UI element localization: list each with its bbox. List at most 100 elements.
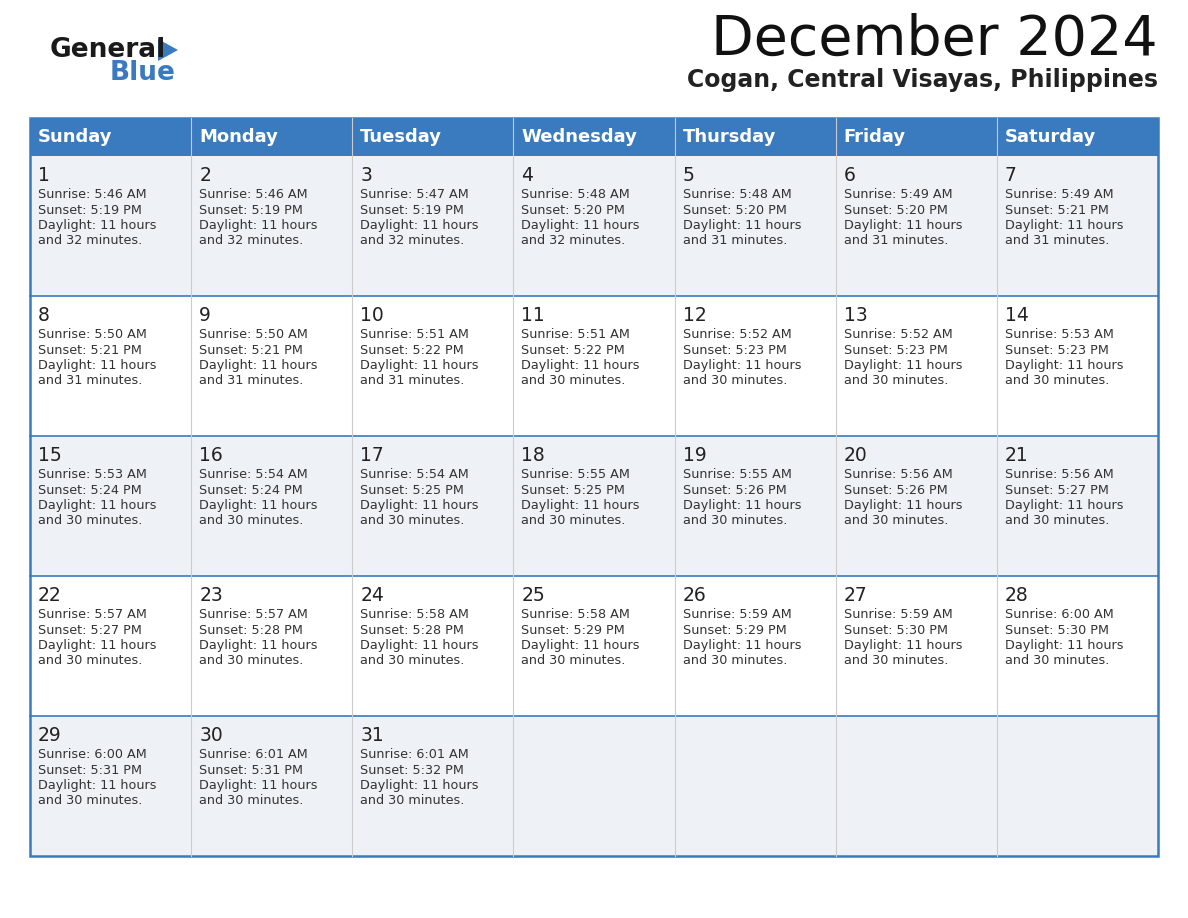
Text: Daylight: 11 hours: Daylight: 11 hours [38,219,157,232]
Text: and 30 minutes.: and 30 minutes. [683,514,786,528]
Text: Tuesday: Tuesday [360,128,442,146]
Text: Sunrise: 5:55 AM: Sunrise: 5:55 AM [522,468,631,481]
Bar [835,576,997,716]
Text: 31: 31 [360,726,384,745]
Text: 22: 22 [38,586,62,605]
Bar [835,118,997,156]
Text: 17: 17 [360,446,384,465]
Text: Daylight: 11 hours: Daylight: 11 hours [200,639,317,652]
Text: and 30 minutes.: and 30 minutes. [843,375,948,387]
Text: Daylight: 11 hours: Daylight: 11 hours [200,779,317,792]
Text: and 30 minutes.: and 30 minutes. [360,655,465,667]
Bar [835,436,997,576]
Text: Friday: Friday [843,128,905,146]
Bar [191,296,353,436]
Text: and 31 minutes.: and 31 minutes. [360,375,465,387]
Text: and 30 minutes.: and 30 minutes. [522,655,626,667]
Text: Sunset: 5:23 PM: Sunset: 5:23 PM [1005,343,1108,356]
Text: Sunrise: 6:01 AM: Sunrise: 6:01 AM [200,748,308,761]
Text: Sunset: 5:26 PM: Sunset: 5:26 PM [683,484,786,497]
Text: and 30 minutes.: and 30 minutes. [683,655,786,667]
Text: 11: 11 [522,306,545,325]
Bar [513,156,675,296]
Text: Sunday: Sunday [38,128,113,146]
Text: and 30 minutes.: and 30 minutes. [200,514,303,528]
Bar [191,156,353,296]
Text: and 32 minutes.: and 32 minutes. [38,234,143,248]
Text: and 30 minutes.: and 30 minutes. [200,655,303,667]
Bar [513,118,675,156]
Text: Sunset: 5:28 PM: Sunset: 5:28 PM [360,623,465,636]
Text: and 30 minutes.: and 30 minutes. [1005,375,1110,387]
Text: Daylight: 11 hours: Daylight: 11 hours [38,359,157,372]
Text: Wednesday: Wednesday [522,128,637,146]
Text: 27: 27 [843,586,867,605]
Text: Sunrise: 5:52 AM: Sunrise: 5:52 AM [683,328,791,341]
Text: 2: 2 [200,166,211,185]
Text: Sunrise: 5:56 AM: Sunrise: 5:56 AM [1005,468,1113,481]
Text: Sunset: 5:21 PM: Sunset: 5:21 PM [200,343,303,356]
Bar [30,156,191,296]
Text: Sunset: 5:24 PM: Sunset: 5:24 PM [38,484,141,497]
Text: Daylight: 11 hours: Daylight: 11 hours [522,359,640,372]
Text: 21: 21 [1005,446,1029,465]
Text: Daylight: 11 hours: Daylight: 11 hours [1005,499,1124,512]
Text: Sunset: 5:20 PM: Sunset: 5:20 PM [843,204,948,217]
Text: Sunrise: 5:58 AM: Sunrise: 5:58 AM [522,608,631,621]
Text: 13: 13 [843,306,867,325]
Text: Monday: Monday [200,128,278,146]
Bar [997,296,1158,436]
Text: Sunset: 5:21 PM: Sunset: 5:21 PM [1005,204,1108,217]
Text: 8: 8 [38,306,50,325]
Text: and 30 minutes.: and 30 minutes. [843,514,948,528]
Text: Sunset: 5:25 PM: Sunset: 5:25 PM [360,484,465,497]
Bar [997,118,1158,156]
Text: 24: 24 [360,586,384,605]
Text: Daylight: 11 hours: Daylight: 11 hours [360,639,479,652]
Bar [353,436,513,576]
Text: 3: 3 [360,166,372,185]
Text: Sunset: 5:31 PM: Sunset: 5:31 PM [38,764,143,777]
Text: and 30 minutes.: and 30 minutes. [38,514,143,528]
Text: Sunset: 5:20 PM: Sunset: 5:20 PM [522,204,625,217]
Text: Sunset: 5:20 PM: Sunset: 5:20 PM [683,204,786,217]
Text: Sunset: 5:32 PM: Sunset: 5:32 PM [360,764,465,777]
Text: Cogan, Central Visayas, Philippines: Cogan, Central Visayas, Philippines [687,68,1158,92]
Text: Sunrise: 5:59 AM: Sunrise: 5:59 AM [843,608,953,621]
Text: Sunset: 5:19 PM: Sunset: 5:19 PM [38,204,141,217]
Text: Daylight: 11 hours: Daylight: 11 hours [360,359,479,372]
Bar [835,156,997,296]
Text: Sunset: 5:27 PM: Sunset: 5:27 PM [1005,484,1108,497]
Text: Daylight: 11 hours: Daylight: 11 hours [522,639,640,652]
Text: Sunset: 5:24 PM: Sunset: 5:24 PM [200,484,303,497]
Text: Sunrise: 5:54 AM: Sunrise: 5:54 AM [360,468,469,481]
Text: Daylight: 11 hours: Daylight: 11 hours [38,639,157,652]
Bar [997,156,1158,296]
Text: and 30 minutes.: and 30 minutes. [522,375,626,387]
Text: Daylight: 11 hours: Daylight: 11 hours [843,639,962,652]
Bar [30,296,191,436]
Text: and 31 minutes.: and 31 minutes. [200,375,303,387]
Text: Daylight: 11 hours: Daylight: 11 hours [843,359,962,372]
Text: Sunrise: 5:51 AM: Sunrise: 5:51 AM [360,328,469,341]
Text: Sunrise: 5:53 AM: Sunrise: 5:53 AM [1005,328,1113,341]
Bar [513,576,675,716]
Bar [353,716,513,856]
Text: and 31 minutes.: and 31 minutes. [38,375,143,387]
Polygon shape [158,39,178,61]
Text: 1: 1 [38,166,50,185]
Text: Sunrise: 5:49 AM: Sunrise: 5:49 AM [843,188,953,201]
Text: Sunrise: 5:48 AM: Sunrise: 5:48 AM [683,188,791,201]
Bar [513,436,675,576]
Bar [675,296,835,436]
Text: Daylight: 11 hours: Daylight: 11 hours [683,359,801,372]
Text: Daylight: 11 hours: Daylight: 11 hours [843,499,962,512]
Bar [513,296,675,436]
Text: Daylight: 11 hours: Daylight: 11 hours [1005,639,1124,652]
Text: Daylight: 11 hours: Daylight: 11 hours [360,219,479,232]
Bar [30,118,191,156]
Text: 26: 26 [683,586,707,605]
Text: and 31 minutes.: and 31 minutes. [843,234,948,248]
Text: Sunset: 5:31 PM: Sunset: 5:31 PM [200,764,303,777]
Bar [675,716,835,856]
